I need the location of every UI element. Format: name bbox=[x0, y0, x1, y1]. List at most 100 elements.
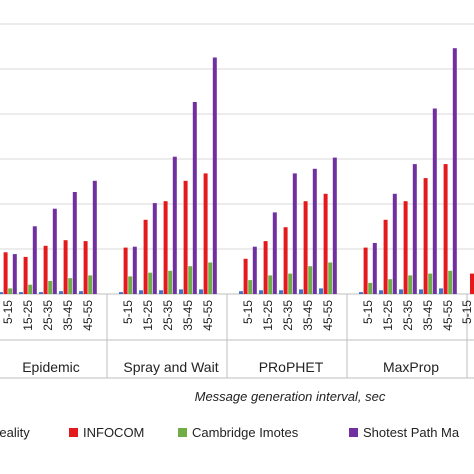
bar-maxprop-shotest-path-map bbox=[392, 193, 397, 294]
legend-swatch bbox=[69, 428, 78, 437]
bar-maxprop-cambridge-imotes bbox=[428, 273, 433, 294]
bar-spray-and-wait-shotest-path-map bbox=[152, 203, 157, 294]
bar-prophet-reality bbox=[239, 291, 243, 294]
legend-label: Reality bbox=[0, 425, 30, 440]
x-tick-label: 35-45 bbox=[181, 300, 195, 331]
bar-prophet-infocom bbox=[263, 241, 268, 294]
bar-spray-and-wait-reality bbox=[159, 290, 163, 294]
bar-maxprop-shotest-path-map bbox=[412, 164, 417, 294]
bar-spray-and-wait-infocom bbox=[143, 219, 148, 294]
bar-epidemic-reality bbox=[39, 292, 43, 294]
bar-prophet-reality bbox=[299, 289, 303, 294]
bar-epidemic-shotest-path-map bbox=[52, 208, 57, 294]
bar-prophet-shotest-path-map bbox=[332, 157, 337, 294]
x-axis-title: Message generation interval, sec bbox=[195, 389, 386, 404]
x-tick-label: 45-55 bbox=[201, 300, 215, 331]
bar-epidemic-shotest-path-map bbox=[92, 180, 97, 294]
bar-spray-and-wait-cambridge-imotes bbox=[148, 272, 153, 294]
bars bbox=[0, 48, 474, 295]
bar-maxprop-reality bbox=[359, 292, 363, 294]
bar-epidemic-reality bbox=[59, 291, 63, 294]
bar-maxprop-cambridge-imotes bbox=[408, 275, 413, 294]
x-tick-label: 5-15 bbox=[1, 300, 15, 324]
bar-epidemic-infocom bbox=[43, 245, 48, 294]
bar-maxprop-infocom bbox=[443, 164, 448, 294]
bar-prophet-infocom bbox=[303, 201, 308, 294]
bar-prophet-infocom bbox=[283, 227, 288, 294]
group-label: MaxProp bbox=[383, 359, 439, 375]
bar-epidemic-reality bbox=[19, 292, 23, 294]
bar-prophet-reality bbox=[279, 290, 283, 294]
bar-spray-and-wait-cambridge-imotes bbox=[188, 266, 193, 294]
bar-epidemic-infocom bbox=[63, 240, 68, 294]
bar-spray-and-wait-shotest-path-map bbox=[192, 102, 197, 294]
bar-spray-and-wait-cambridge-imotes bbox=[168, 270, 173, 294]
bar-maxprop-reality bbox=[399, 289, 403, 294]
legend-label: Shotest Path Ma bbox=[363, 425, 460, 440]
x-tick-label: 25-35 bbox=[41, 300, 55, 331]
bar-spray-and-wait-infocom bbox=[163, 201, 168, 294]
legend-swatch bbox=[178, 428, 187, 437]
bar-epidemic-cambridge-imotes bbox=[68, 278, 73, 294]
bar-spray-and-wait-infocom bbox=[203, 173, 208, 294]
bar-epidemic-shotest-path-map bbox=[32, 226, 37, 294]
bar-prophet-cambridge-imotes bbox=[268, 275, 273, 294]
bar-maxprop-cambridge-imotes bbox=[368, 282, 373, 294]
bar-prophet-shotest-path-map bbox=[312, 168, 317, 294]
bar-spray-and-wait-infocom bbox=[123, 247, 128, 294]
bar-epidemic-infocom bbox=[23, 256, 28, 294]
x-tick-label: 15-25 bbox=[21, 300, 35, 331]
bar-epidemic-infocom bbox=[3, 252, 8, 294]
legend-label: INFOCOM bbox=[83, 425, 144, 440]
x-tick-label: 35-45 bbox=[301, 300, 315, 331]
x-tick-label: 5-15 bbox=[121, 300, 135, 324]
bar-epidemic-cambridge-imotes bbox=[48, 281, 53, 294]
bar-partial-infocom bbox=[470, 273, 474, 294]
bar-epidemic-reality bbox=[79, 291, 83, 294]
x-tick-label: 45-55 bbox=[321, 300, 335, 331]
x-tick-label: 25-35 bbox=[401, 300, 415, 331]
bar-maxprop-infocom bbox=[383, 219, 388, 294]
bar-maxprop-infocom bbox=[403, 201, 408, 294]
x-tick-label: 45-55 bbox=[81, 300, 95, 331]
bar-epidemic-cambridge-imotes bbox=[8, 288, 13, 294]
x-tick-label: 5-15 bbox=[241, 300, 255, 324]
bar-epidemic-reality bbox=[0, 292, 3, 294]
bar-maxprop-reality bbox=[379, 290, 383, 294]
bar-epidemic-cambridge-imotes bbox=[88, 275, 93, 294]
bar-prophet-infocom bbox=[323, 193, 328, 294]
bar-prophet-shotest-path-map bbox=[252, 246, 257, 294]
bar-maxprop-cambridge-imotes bbox=[388, 279, 393, 294]
x-tick-label: 35-45 bbox=[421, 300, 435, 331]
bar-epidemic-shotest-path-map bbox=[72, 192, 77, 294]
bar-spray-and-wait-cambridge-imotes bbox=[128, 276, 133, 294]
bar-spray-and-wait-reality bbox=[179, 289, 183, 294]
bar-spray-and-wait-shotest-path-map bbox=[172, 156, 177, 294]
bar-maxprop-reality bbox=[439, 288, 443, 294]
bar-maxprop-shotest-path-map bbox=[372, 243, 377, 294]
gridlines bbox=[0, 23, 474, 295]
group-label: PRoPHET bbox=[259, 359, 324, 375]
bar-prophet-infocom bbox=[243, 258, 248, 294]
x-tick-label: 15-25 bbox=[141, 300, 155, 331]
x-tick-label: 5-15 bbox=[361, 300, 375, 324]
bar-spray-and-wait-cambridge-imotes bbox=[208, 262, 213, 294]
bar-maxprop-infocom bbox=[423, 178, 428, 294]
legend-swatch bbox=[349, 428, 358, 437]
bar-maxprop-reality bbox=[419, 289, 423, 294]
bar-maxprop-infocom bbox=[363, 247, 368, 294]
bar-spray-and-wait-reality bbox=[199, 289, 203, 294]
legend: Reality INFOCOM Cambridge Imotes Shotest Pa… bbox=[0, 425, 460, 440]
group-label: Epidemic bbox=[22, 359, 80, 375]
x-tick-label: 5-15 bbox=[460, 300, 474, 324]
bar-maxprop-shotest-path-map bbox=[452, 48, 457, 295]
bar-prophet-shotest-path-map bbox=[292, 173, 297, 294]
bar-prophet-shotest-path-map bbox=[272, 212, 277, 294]
bar-spray-and-wait-reality bbox=[139, 290, 143, 294]
bar-prophet-cambridge-imotes bbox=[328, 262, 333, 294]
x-tick-label: 15-25 bbox=[261, 300, 275, 331]
x-tick-label: 25-35 bbox=[281, 300, 295, 331]
bar-prophet-cambridge-imotes bbox=[288, 273, 293, 294]
axes: 5-15 15-25 25-35 35-45 45-55 Epidemic 5-15 15-2… bbox=[0, 294, 474, 379]
